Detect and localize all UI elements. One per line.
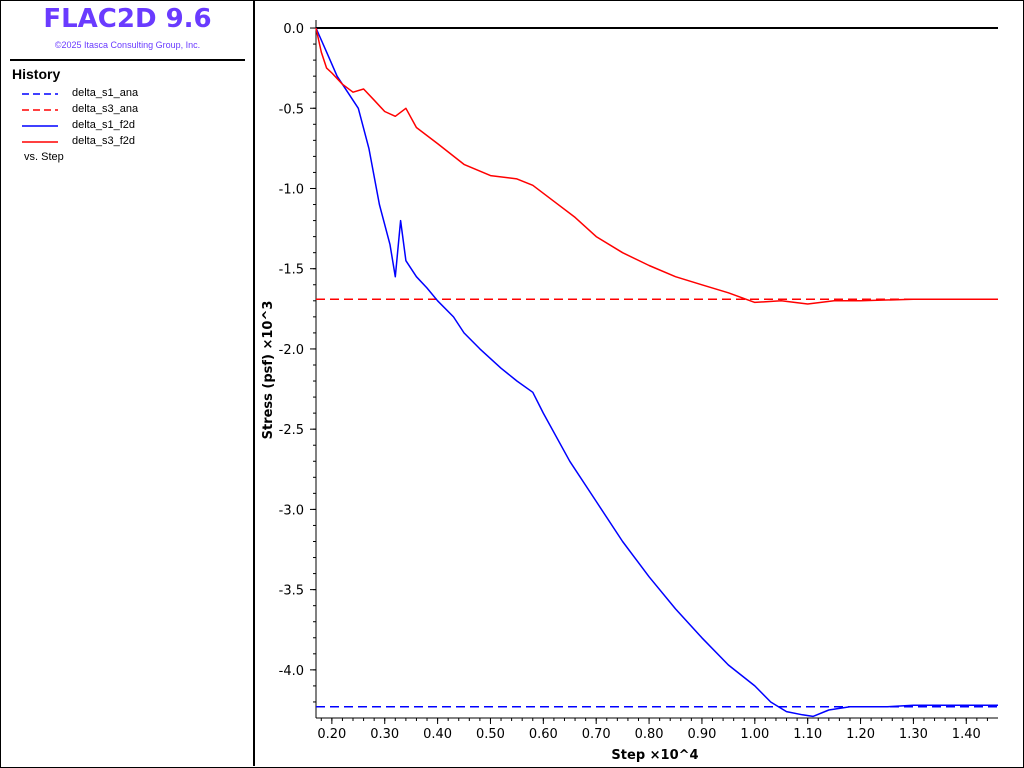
- y-tick-label: -3.5: [279, 584, 304, 599]
- y-tick-label: -4.0: [279, 664, 304, 679]
- x-axis-label: Step ×10^4: [611, 748, 698, 763]
- y-tick-label: -3.0: [279, 503, 304, 518]
- chart-series: [315, 27, 998, 718]
- x-tick-label: 0.60: [529, 727, 558, 742]
- x-tick-label: 0.40: [423, 727, 452, 742]
- legend-label: delta_s3_f2d: [72, 135, 135, 147]
- y-tick-label: -1.5: [279, 263, 304, 278]
- series-delta_s1_f2d: [315, 27, 998, 718]
- copyright-text: ©2025 Itasca Consulting Group, Inc.: [54, 40, 201, 50]
- app-title: FLAC2D 9.6: [43, 4, 212, 34]
- legend-x-variable: vs. Step: [24, 151, 64, 163]
- x-tick-label: 1.40: [952, 727, 981, 742]
- y-axis-label: Stress (psf) ×10^3: [261, 301, 276, 440]
- legend-label: delta_s3_ana: [72, 103, 139, 115]
- legend-heading: History: [12, 66, 61, 82]
- x-tick-label: 1.10: [793, 727, 822, 742]
- y-tick-label: -2.5: [279, 423, 304, 438]
- x-tick-label: 0.90: [687, 727, 716, 742]
- y-tick-label: -2.0: [279, 343, 304, 358]
- x-tick-label: 0.50: [476, 727, 505, 742]
- legend-label: delta_s1_ana: [72, 87, 139, 99]
- x-tick-label: 0.80: [635, 727, 664, 742]
- legend-label: delta_s1_f2d: [72, 119, 135, 131]
- series-delta_s3_f2d: [315, 27, 998, 305]
- dashed-line-swatch-icon: [22, 109, 58, 111]
- y-tick-label: -0.5: [279, 102, 304, 117]
- y-tick-label: 0.0: [283, 22, 304, 37]
- solid-line-swatch-icon: [22, 141, 58, 143]
- x-tick-label: 0.30: [370, 727, 399, 742]
- chart-axes: 0.0 -0.5 -1.0 -1.5 -2.0 -2.5 -3.0 -3.5 -4.0 0.20 0…: [279, 20, 998, 742]
- dashed-line-swatch-icon: [22, 93, 58, 95]
- legend-panel: FLAC2D 9.6 ©2025 Itasca Consulting Group…: [0, 0, 255, 766]
- x-tick-label: 1.00: [740, 727, 769, 742]
- title-divider: [10, 59, 245, 61]
- x-tick-label: 0.70: [582, 727, 611, 742]
- solid-line-swatch-icon: [22, 125, 58, 127]
- y-tick-label: -1.0: [279, 182, 304, 197]
- x-tick-label: 1.20: [846, 727, 875, 742]
- x-tick-label: 1.30: [899, 727, 928, 742]
- x-tick-label: 0.20: [317, 727, 346, 742]
